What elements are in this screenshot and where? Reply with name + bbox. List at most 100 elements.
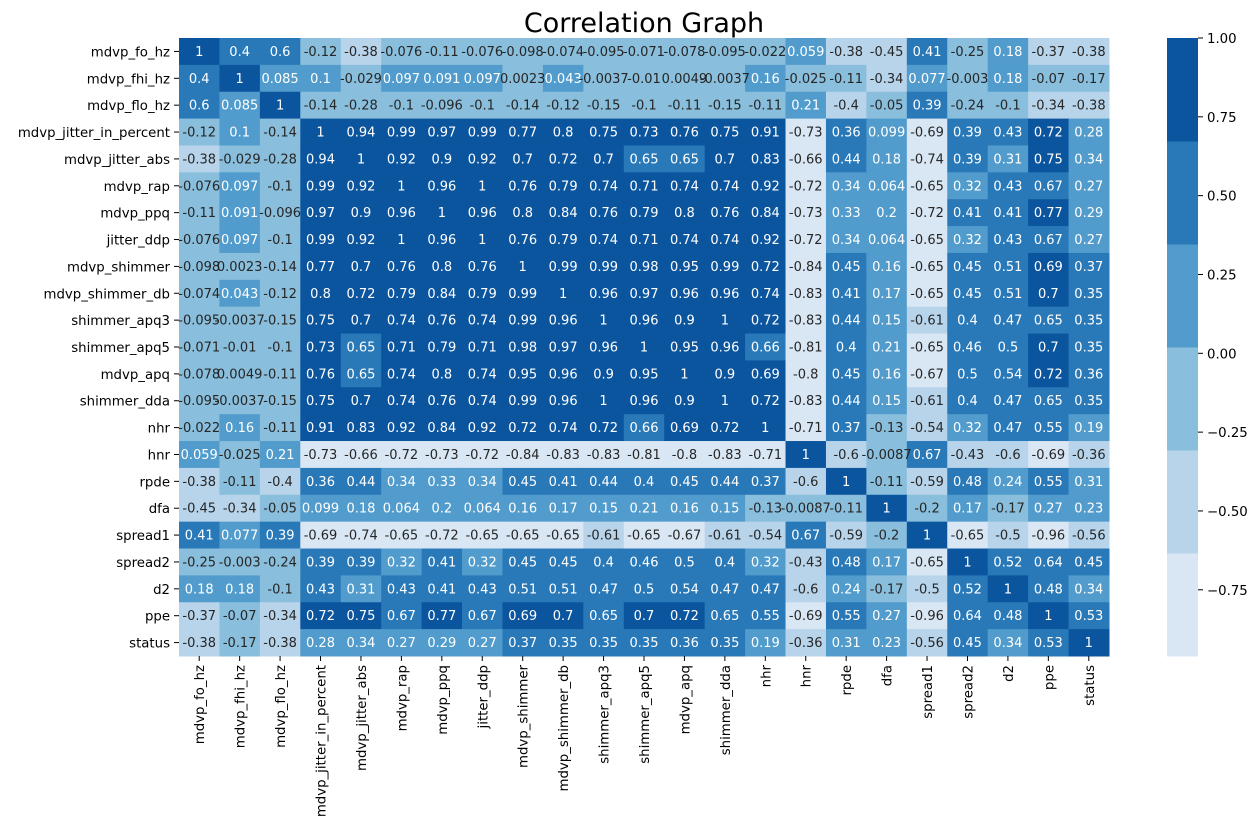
heatmap-cell — [300, 521, 342, 550]
y-tick-label: mdvp_flo_hz — [87, 99, 170, 114]
cell-annotation: 0.74 — [589, 179, 618, 194]
cell-annotation: 0.41 — [185, 529, 214, 544]
cell-annotation: 0.35 — [1074, 314, 1103, 329]
heatmap-cell — [259, 467, 301, 496]
cell-annotation: 0.75 — [346, 609, 375, 624]
cell-annotation: 0.83 — [751, 152, 780, 167]
heatmap-cell — [785, 199, 827, 227]
cell-annotation: -0.13 — [748, 502, 782, 517]
cell-annotation: -0.71 — [789, 421, 823, 436]
cell-annotation: -0.72 — [465, 448, 499, 463]
heatmap-cell — [179, 199, 220, 227]
heatmap-cell — [825, 521, 867, 550]
heatmap-cell — [300, 64, 342, 93]
heatmap-cell — [502, 226, 544, 254]
heatmap-cell — [1068, 226, 1110, 254]
cell-annotation: 0.75 — [710, 126, 739, 141]
cell-annotation: 0.28 — [306, 636, 335, 651]
cell-annotation: 0.74 — [710, 233, 739, 248]
heatmap-cell — [785, 226, 827, 254]
cell-annotation: 0.99 — [508, 314, 537, 329]
heatmap-cell — [300, 387, 342, 415]
cell-annotation: 0.79 — [427, 341, 456, 356]
cell-annotation: -0.01 — [223, 341, 257, 356]
heatmap-cell — [1068, 91, 1110, 120]
cell-annotation: 0.043 — [545, 72, 582, 87]
heatmap-cell — [947, 414, 989, 442]
cell-annotation: 0.76 — [427, 394, 456, 409]
heatmap-cell — [340, 306, 382, 335]
cell-annotation: -0.05 — [870, 99, 904, 114]
cell-annotation: 0.51 — [993, 287, 1022, 302]
heatmap-cell — [502, 252, 544, 281]
heatmap-cell — [583, 64, 625, 93]
cell-annotation: 0.97 — [630, 287, 659, 302]
heatmap-cell — [542, 279, 584, 308]
cell-annotation: 0.21 — [630, 502, 659, 517]
cell-annotation: 0.8 — [310, 287, 331, 302]
cell-annotation: 0.84 — [549, 206, 578, 221]
heatmap-cell — [462, 38, 503, 66]
heatmap-cell — [866, 467, 908, 496]
heatmap-cell — [947, 441, 989, 469]
colorbar-tick-label: 0.25 — [1207, 268, 1237, 283]
heatmap-cell — [421, 306, 463, 335]
cell-annotation: 0.39 — [913, 99, 942, 114]
cell-annotation: 0.43 — [468, 582, 497, 597]
heatmap-cell — [704, 575, 746, 603]
cell-annotation: -0.67 — [668, 529, 702, 544]
cell-annotation: 0.064 — [464, 502, 501, 517]
heatmap-cell — [906, 64, 948, 93]
cell-annotation: -0.14 — [263, 260, 297, 275]
heatmap-cell — [502, 629, 544, 657]
cell-annotation: 0.45 — [1074, 555, 1103, 570]
heatmap-cell — [785, 306, 827, 335]
cell-annotation: -0.66 — [344, 448, 378, 463]
cell-annotation: 1 — [316, 126, 324, 141]
cell-annotation: 0.35 — [630, 636, 659, 651]
heatmap-cell — [745, 602, 787, 630]
heatmap-cell — [462, 279, 503, 308]
heatmap-cell — [340, 333, 382, 361]
cell-annotation: 0.27 — [387, 636, 416, 651]
cell-annotation: 0.36 — [306, 475, 335, 490]
cell-annotation: 0.71 — [630, 233, 659, 248]
heatmap-cell — [340, 91, 382, 120]
cell-annotation: 0.31 — [832, 636, 861, 651]
heatmap-cell — [664, 494, 706, 523]
heatmap-cell — [664, 172, 706, 200]
cell-annotation: 0.29 — [1074, 206, 1103, 221]
heatmap-cell — [987, 91, 1029, 120]
heatmap-cell — [1068, 467, 1110, 496]
heatmap-cell — [825, 467, 867, 496]
cell-annotation: 0.95 — [670, 341, 699, 356]
cell-annotation: 0.74 — [549, 421, 578, 436]
heatmap-cell — [623, 226, 665, 254]
x-tick-label: spread2 — [961, 665, 976, 719]
heatmap-cell — [583, 118, 625, 146]
cell-annotation: -0.12 — [263, 287, 297, 302]
cell-annotation: 0.71 — [630, 179, 659, 194]
cell-annotation: -0.12 — [182, 126, 216, 141]
heatmap-cell — [825, 629, 867, 657]
heatmap-cell — [1028, 441, 1070, 469]
heatmap-cell — [219, 333, 261, 361]
cell-annotation: 0.54 — [670, 582, 699, 597]
cell-annotation: -0.076 — [461, 45, 503, 60]
heatmap-cell — [906, 145, 948, 173]
heatmap-cell — [381, 306, 423, 335]
heatmap-cell — [947, 306, 989, 335]
heatmap-cell — [704, 199, 746, 227]
heatmap-cell — [745, 494, 787, 523]
heatmap-cell — [381, 467, 423, 496]
heatmap-cell — [381, 441, 423, 469]
heatmap-cell — [825, 226, 867, 254]
heatmap-cell — [381, 414, 423, 442]
cell-annotation: 0.9 — [351, 206, 372, 221]
heatmap-cell — [542, 521, 584, 550]
cell-annotation: 0.67 — [913, 448, 942, 463]
cell-annotation: 0.45 — [508, 475, 537, 490]
colorbar-segment — [1167, 450, 1198, 554]
heatmap-cell — [502, 91, 544, 120]
x-tick-label: mdvp_flo_hz — [274, 665, 289, 748]
